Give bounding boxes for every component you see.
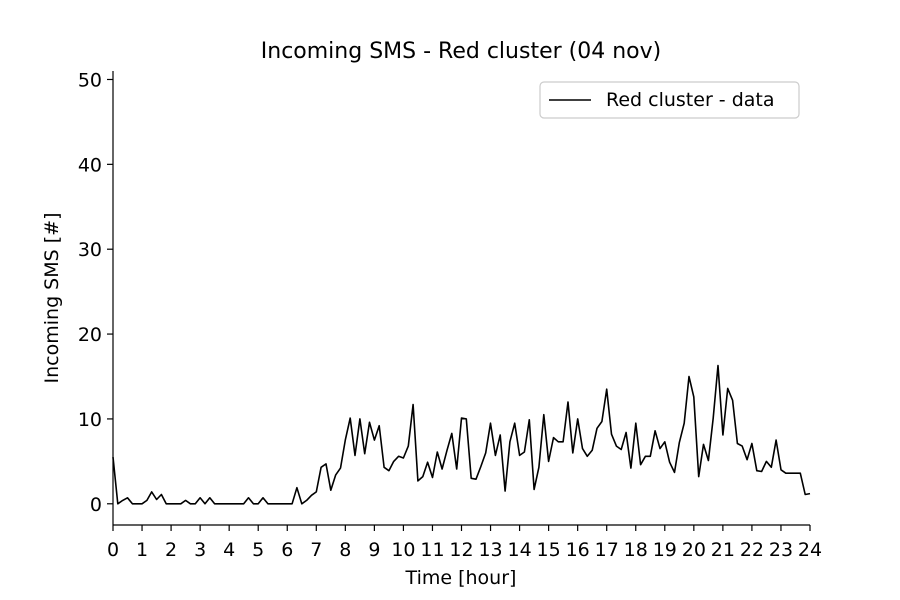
x-tick-label: 19 [653,539,677,561]
x-tick-label: 24 [798,539,822,561]
x-tick-label: 7 [310,539,322,561]
y-tick-label: 10 [78,409,102,431]
x-tick-label: 15 [537,539,561,561]
y-ticks: 0 10 20 30 40 50 [78,69,113,516]
x-tick-label: 20 [682,539,706,561]
x-tick-label: 21 [711,539,735,561]
legend-box [539,81,800,119]
x-tick-label: 0 [107,539,119,561]
y-tick-label: 20 [78,324,102,346]
x-tick-label: 6 [281,539,293,561]
x-axis-label: Time [hour] [405,567,517,589]
x-tick-label: 1 [136,539,148,561]
x-ticks: 0 1 2 3 4 5 6 7 8 9 10 11 12 13 14 15 16 17 18 19 20 21 22 23 24 [107,525,822,561]
x-tick-label: 8 [339,539,351,561]
x-tick-label: 11 [420,539,444,561]
x-tick-label: 14 [507,539,531,561]
x-tick-label: 12 [449,539,473,561]
x-tick-label: 4 [223,539,235,561]
x-tick-label: 9 [368,539,380,561]
x-tick-label: 22 [740,539,764,561]
series-line-red-cluster [112,364,811,505]
x-tick-label: 2 [165,539,177,561]
x-tick-label: 23 [769,539,793,561]
legend-label: Red cluster - data [606,89,775,111]
chart-title: Incoming SMS - Red cluster (04 nov) [261,39,661,64]
legend: Red cluster - data [539,81,800,119]
x-tick-label: 17 [595,539,619,561]
y-axis-label: Incoming SMS [#] [41,213,63,384]
x-tick-label: 16 [566,539,590,561]
x-tick-label: 13 [478,539,502,561]
y-tick-label: 40 [78,154,102,176]
y-tick-label: 0 [90,494,102,516]
x-tick-label: 18 [624,539,648,561]
plot-area: 0 1 2 3 4 5 6 7 8 9 10 11 12 13 14 15 16 17 18 19 20 21 22 23 24… [78,69,822,561]
y-tick-label: 50 [78,69,102,91]
x-tick-label: 5 [252,539,264,561]
x-tick-label: 3 [194,539,206,561]
y-tick-label: 30 [78,239,102,261]
x-tick-label: 10 [391,539,415,561]
